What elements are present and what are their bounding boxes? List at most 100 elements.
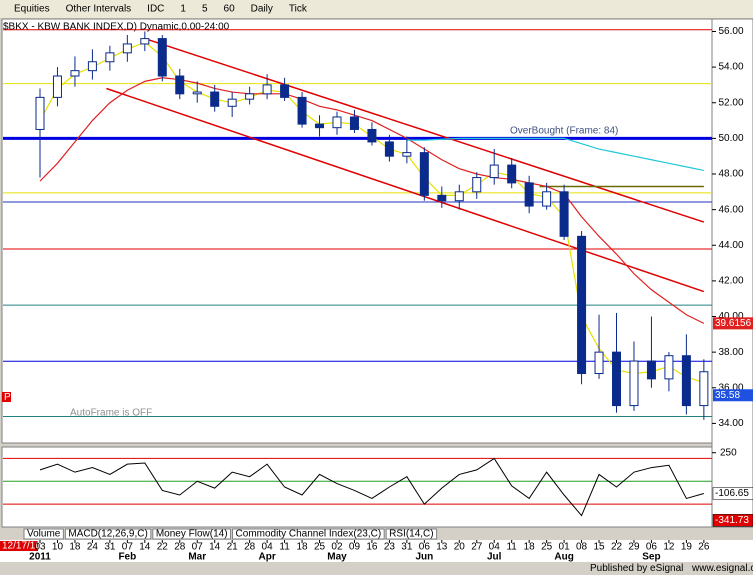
- price-axis: [711, 18, 753, 528]
- candle-body: [192, 91, 202, 95]
- indicator-tab-box[interactable]: [232, 528, 385, 540]
- marker: P: [4, 392, 11, 403]
- x-tick-label: 08: [576, 542, 588, 553]
- toolbar-item[interactable]: 5: [202, 4, 208, 15]
- candle-body: [105, 52, 115, 63]
- x-tick-label: 11: [279, 542, 290, 553]
- footer-url: www.esignal.com: [691, 563, 753, 574]
- toolbar: [0, 0, 753, 18]
- candle-body: [507, 164, 517, 184]
- x-tick-label: 12: [663, 542, 675, 553]
- x-tick-label: 18: [524, 542, 536, 553]
- x-tick-label: 15: [593, 542, 605, 553]
- x-tick-label: 11: [506, 542, 517, 553]
- candle-body: [122, 43, 132, 54]
- x-tick-label: 31: [401, 542, 413, 553]
- candle-body: [367, 128, 377, 143]
- cci-value-box: [712, 487, 753, 500]
- indicator-tab-box[interactable]: [23, 528, 64, 540]
- x-tick-label: 27: [471, 542, 483, 553]
- candle-body: [419, 152, 429, 196]
- cci-value-box: [712, 514, 753, 527]
- month-label: Apr: [258, 552, 275, 563]
- start-date: 12/17/10: [2, 541, 41, 552]
- x-tick-label: 25: [541, 542, 553, 553]
- indicator-tab[interactable]: Volume: [27, 529, 61, 540]
- indicator-tab[interactable]: RSI(14,C): [389, 529, 433, 540]
- price-pane: [1, 18, 713, 444]
- y-tick-label: 36.00: [718, 382, 743, 393]
- x-tick-label: 26: [698, 542, 710, 553]
- candle-body: [245, 93, 255, 100]
- x-tick-label: 31: [104, 542, 116, 553]
- candle-body: [577, 235, 587, 375]
- toolbar-item[interactable]: Equities: [14, 4, 50, 15]
- toolbar-item[interactable]: IDC: [147, 4, 164, 15]
- candle-body: [280, 84, 290, 98]
- date-axis: [0, 540, 753, 562]
- month-label: May: [327, 552, 347, 563]
- x-tick-label: 18: [69, 542, 81, 553]
- cci-pane: [1, 446, 713, 528]
- y-tick-label: 44.00: [718, 240, 743, 251]
- candle-body: [489, 164, 499, 179]
- y-tick-label: 42.00: [718, 276, 743, 287]
- cci-value-label: -341.73: [715, 515, 749, 526]
- candle-body: [332, 116, 342, 129]
- axis-value-label: 39.6156: [715, 318, 752, 329]
- x-tick-label: 21: [227, 542, 239, 553]
- candle-body: [559, 191, 569, 237]
- x-tick-label: 28: [174, 542, 186, 553]
- cci-value-label: -106.65: [715, 488, 749, 499]
- axis-value-box: [713, 389, 753, 402]
- toolbar-item[interactable]: 60: [224, 4, 236, 15]
- x-tick-label: 29: [628, 542, 640, 553]
- x-tick-label: 18: [296, 542, 308, 553]
- candle-body: [297, 96, 307, 125]
- x-tick-label: 22: [157, 542, 169, 553]
- footer-published: Published by eSignal: [590, 563, 683, 574]
- trendline: [106, 87, 705, 293]
- x-tick-label: 14: [209, 542, 221, 553]
- moving-average: [39, 77, 705, 324]
- x-tick-label: 20: [454, 542, 466, 553]
- candle-body: [52, 75, 62, 98]
- y-tick-label: 48.00: [718, 169, 743, 180]
- x-tick-label: 06: [419, 542, 431, 553]
- candle-body: [437, 194, 447, 202]
- candle-body: [472, 177, 482, 193]
- candle-body: [629, 360, 639, 407]
- candle-body: [35, 96, 45, 130]
- candle-body: [140, 38, 150, 45]
- candle-body: [227, 98, 237, 107]
- candle-body: [384, 141, 394, 157]
- candle-body: [87, 61, 97, 72]
- indicator-tab[interactable]: Money Flow(14): [156, 529, 228, 540]
- toolbar-item[interactable]: 1: [180, 4, 186, 15]
- toolbar-item[interactable]: Tick: [289, 4, 308, 15]
- indicator-tab-box[interactable]: [385, 528, 438, 540]
- indicator-tab-box[interactable]: [64, 528, 152, 540]
- toolbar-item[interactable]: Daily: [251, 4, 273, 15]
- indicator-tab[interactable]: MACD(12,26,9,C): [68, 529, 147, 540]
- candle-body: [70, 70, 80, 77]
- candle-body: [175, 75, 185, 95]
- x-tick-label: 25: [314, 542, 326, 553]
- indicator-tab-box[interactable]: [152, 528, 232, 540]
- x-tick-label: 19: [681, 542, 693, 553]
- candle-body: [542, 191, 552, 207]
- autoframe-note: AutoFrame is OFF: [70, 408, 152, 419]
- start-date-box: [0, 541, 38, 551]
- x-tick-label: 07: [192, 542, 204, 553]
- x-tick-label: 04: [262, 542, 274, 553]
- cci-y-tick-label: 250: [720, 447, 737, 458]
- toolbar-item[interactable]: Other Intervals: [66, 4, 132, 15]
- x-tick-label: 10: [52, 542, 64, 553]
- indicator-tab[interactable]: Commodity Channel Index(23,C): [236, 529, 382, 540]
- y-tick-label: 54.00: [718, 62, 743, 73]
- marker-box: [2, 392, 11, 402]
- y-tick-label: 46.00: [718, 204, 743, 215]
- month-label: Jun: [415, 552, 433, 563]
- annotation: OverBought (Frame: 84): [510, 126, 618, 137]
